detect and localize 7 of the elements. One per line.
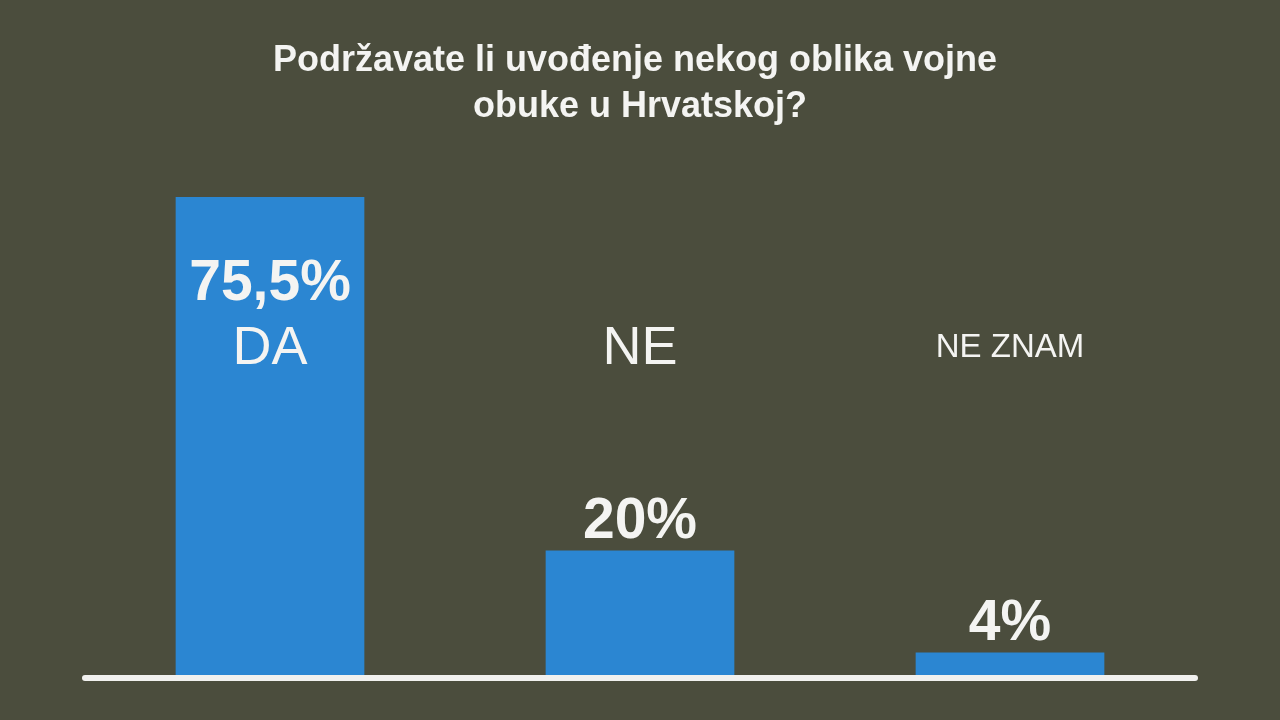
x-tick-label: NE xyxy=(602,315,678,375)
x-tick-label: NE ZNAM xyxy=(935,326,1085,364)
data-label: 4% xyxy=(968,587,1052,652)
data-label: 20% xyxy=(582,485,698,550)
chart-title: Podržavate li uvođenje nekog oblika vojne obuke u Hrvatskoj? xyxy=(272,37,1008,125)
data-label: 75,5% xyxy=(189,248,351,312)
x-tick-label: DA xyxy=(232,315,308,375)
